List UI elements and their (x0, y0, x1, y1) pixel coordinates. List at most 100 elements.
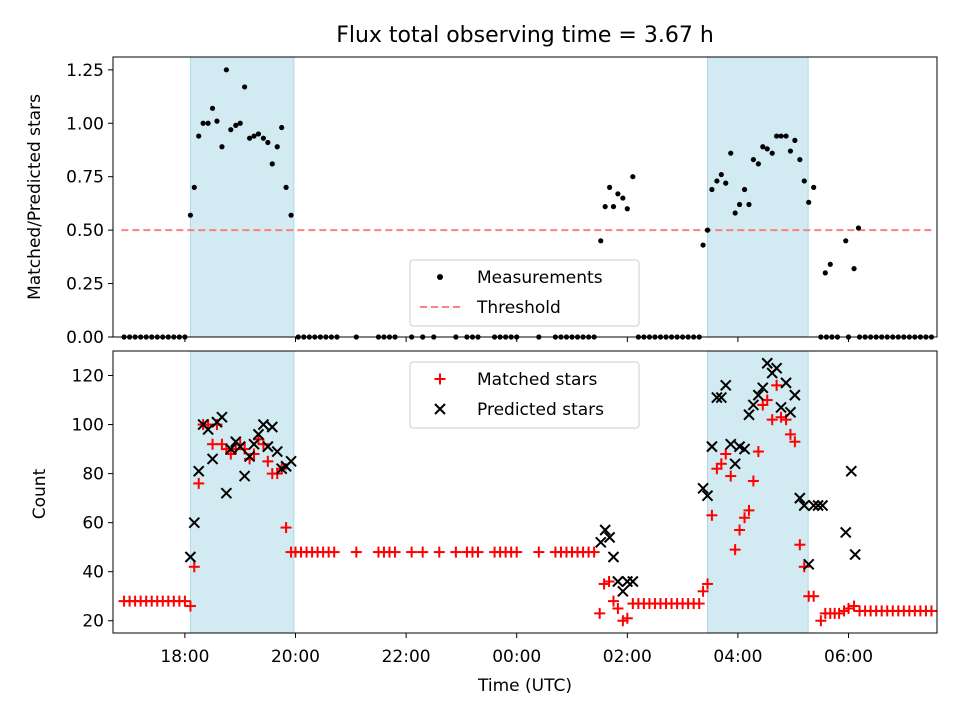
measurement-point (269, 161, 275, 167)
matched-star-point (697, 585, 709, 597)
legend-predicted-glyph-b (434, 403, 446, 415)
predicted-star-point-b (706, 440, 718, 453)
matched-star-point (775, 411, 787, 423)
predicted-star-point (752, 389, 765, 401)
predicted-star-point (845, 465, 857, 477)
measurement-point (736, 201, 743, 208)
measurement-point (827, 261, 833, 267)
measurement-point (200, 120, 206, 126)
predicted-star-point (238, 470, 251, 482)
predicted-star-point-b (285, 455, 297, 468)
measurement-point (855, 225, 862, 231)
measurement-point (843, 238, 849, 244)
matched-star-point (598, 578, 610, 590)
predicted-star-point-b (188, 516, 201, 529)
measurement-point (741, 186, 748, 193)
predicted-star-point-b (840, 526, 852, 539)
predicted-star-point (612, 575, 624, 588)
top-y-axis-ticks: 0.00 0.25 0.50 0.75 1.00 1.25 (66, 61, 113, 348)
predicted-star-point-b (784, 406, 797, 419)
predicted-star-point (816, 499, 829, 512)
predicted-star-point (706, 440, 718, 453)
measurement-point (811, 184, 817, 190)
top-legend-box (409, 259, 640, 327)
y-tick-label: 60 (82, 514, 104, 534)
matched-star-point (511, 546, 523, 558)
matched-star-point (594, 607, 606, 619)
measurement-point (797, 156, 803, 163)
matched-star-point (771, 379, 783, 391)
y-tick-label: 40 (82, 563, 104, 583)
predicted-star-point-b (206, 453, 219, 465)
predicted-star-point-b (262, 440, 274, 453)
predicted-star-point (617, 585, 629, 598)
predicted-star-point (595, 536, 607, 548)
predicted-star-point (234, 440, 246, 453)
chart-title: Flux total observing time = 3.67 h (336, 23, 714, 48)
matched-star-point (389, 546, 401, 558)
x-tick-label: 04:00 (713, 647, 762, 667)
predicted-star-point (798, 499, 810, 512)
matched-star-point (612, 602, 624, 614)
matched-star-point (752, 446, 764, 458)
matched-star-point (417, 546, 429, 558)
predicted-star-point (271, 445, 283, 458)
predicted-star-point-b (257, 418, 270, 431)
predicted-star-point-b (271, 445, 283, 458)
predicted-star-point-b (184, 551, 197, 563)
matched-star-point (706, 509, 718, 521)
measurement-point (718, 171, 724, 178)
matched-star-point (406, 546, 418, 558)
predicted-star-point-b (733, 440, 746, 453)
measurement-point (602, 204, 608, 210)
top-x-axis-ticks (184, 337, 850, 342)
matched-star-point (607, 595, 619, 607)
measurement-point (251, 133, 257, 139)
y-tick-label: 80 (82, 465, 104, 485)
measurement-point (279, 124, 285, 131)
matched-star-point (280, 522, 292, 534)
top-legend: Measurements Threshold (409, 259, 640, 327)
measurement-point (630, 174, 636, 180)
predicted-star-point (784, 406, 797, 419)
x-axis-label: Time (UTC) (477, 676, 572, 696)
predicted-star-point-b (775, 401, 787, 414)
measurement-point (228, 127, 234, 133)
matched-star-point (794, 539, 806, 551)
bottom-x-axis-ticks: 18:00 20:00 22:00 00:00 02:00 04:00 06:00 (160, 633, 873, 667)
shaded-interval-1 (189, 350, 295, 634)
matched-star-point (725, 470, 737, 482)
predicted-star-point (840, 526, 852, 539)
x-tick-label: 22:00 (382, 647, 431, 667)
matched-star-point (715, 458, 727, 470)
matched-star-point (784, 428, 796, 440)
matched-star-point (350, 546, 362, 558)
measurement-point (792, 137, 798, 143)
measurement-point (774, 133, 780, 139)
matched-star-point (743, 504, 755, 516)
bottom-y-axis-ticks: 20 40 60 80 100 120 (72, 367, 113, 632)
measurement-point (714, 178, 720, 184)
measurement-point (610, 204, 617, 210)
predicted-star-point (285, 455, 297, 468)
measurement-point (265, 139, 271, 146)
measurement-point (822, 270, 828, 276)
matched-star-point (789, 436, 801, 448)
measurement-point (196, 133, 202, 139)
measurement-point (620, 195, 626, 201)
predicted-star-point (849, 548, 861, 561)
legend-matched-glyph (434, 373, 446, 385)
predicted-star-point (184, 551, 197, 563)
predicted-star-point-b (757, 382, 769, 394)
predicted-star-point (193, 465, 205, 477)
predicted-star-point-b (220, 487, 233, 499)
matched-star-point (729, 544, 741, 556)
matched-star-point (798, 561, 810, 573)
predicted-star-point (216, 411, 228, 423)
predicted-star-point-b (248, 438, 260, 450)
measurement-point (242, 84, 248, 90)
predicted-star-point (225, 443, 237, 455)
bottom-panel: 20 40 60 80 100 120 18:00 20:00 22:00 00:00 02:00… (30, 350, 938, 696)
